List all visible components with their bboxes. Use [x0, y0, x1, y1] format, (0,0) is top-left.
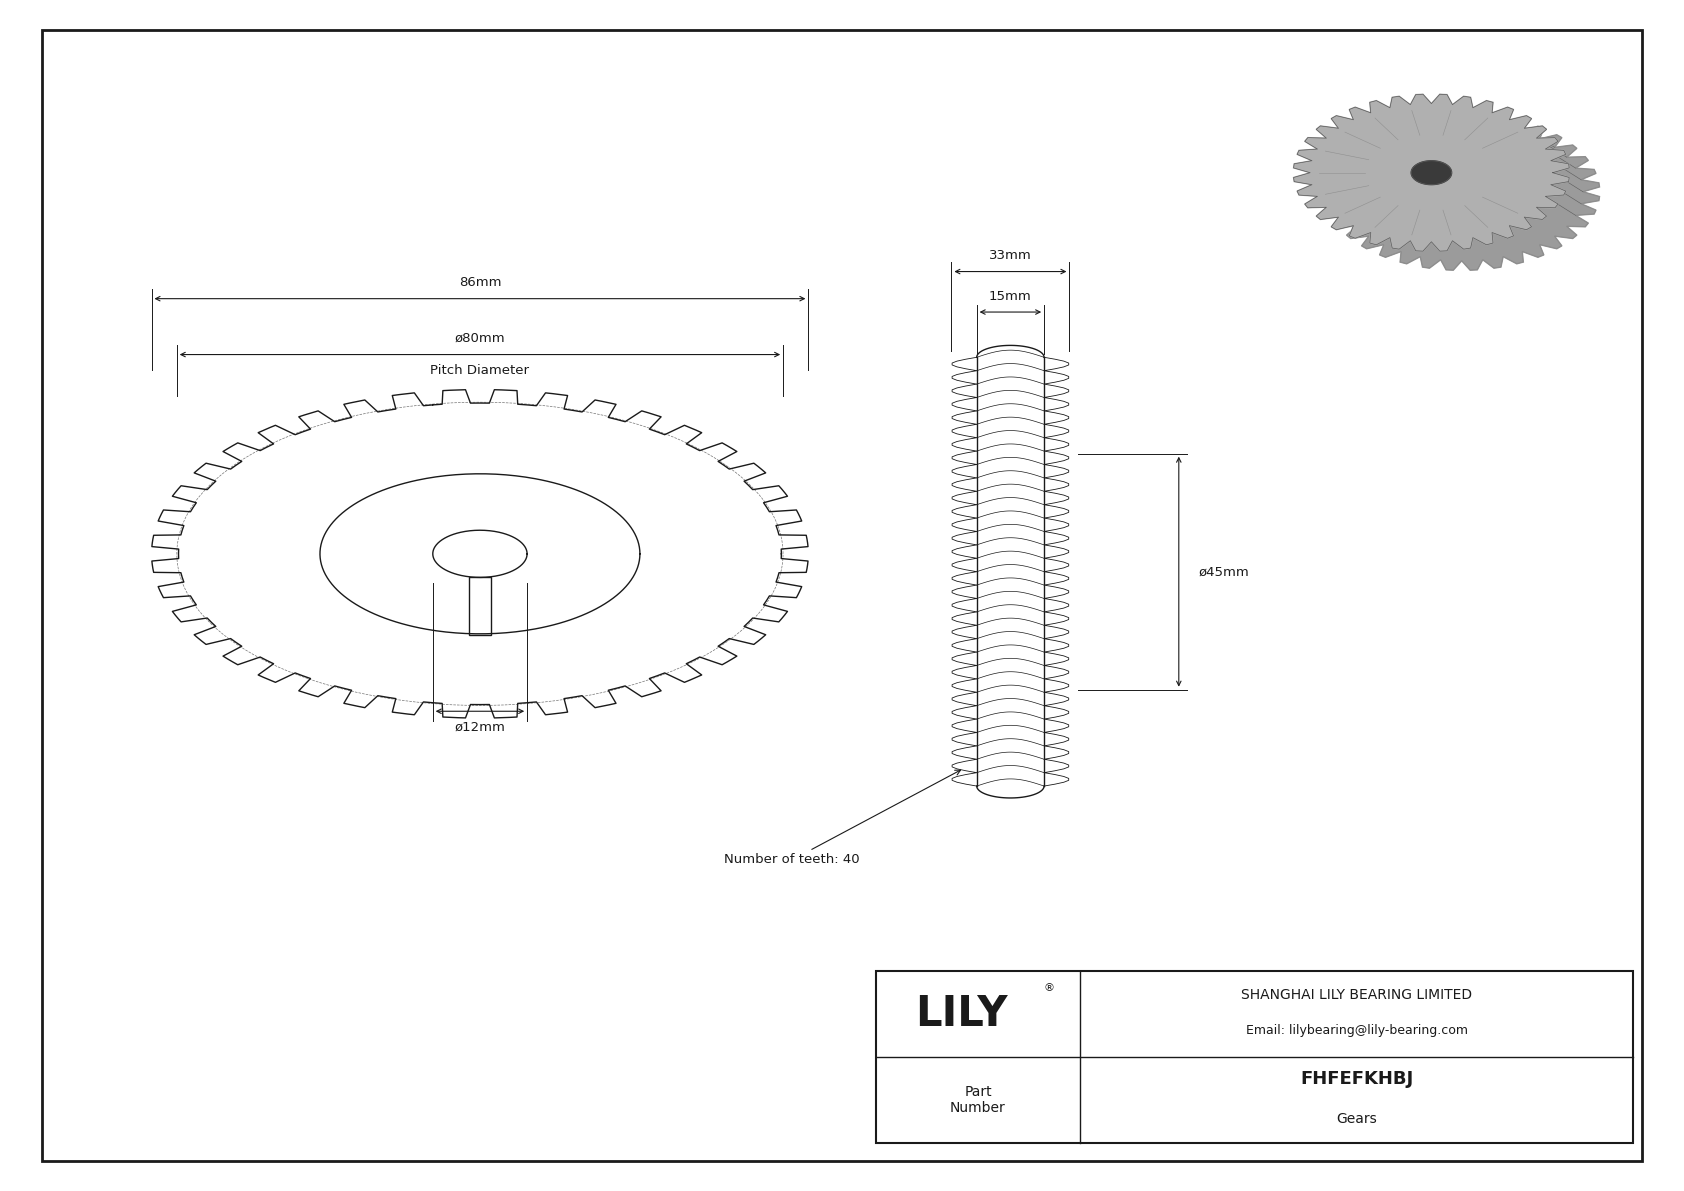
Polygon shape — [1411, 161, 1452, 185]
Text: Pitch Diameter: Pitch Diameter — [431, 364, 529, 378]
Text: Email: lilybearing@lily-bearing.com: Email: lilybearing@lily-bearing.com — [1246, 1024, 1468, 1037]
Text: ø45mm: ø45mm — [1199, 566, 1250, 578]
Text: ø12mm: ø12mm — [455, 721, 505, 734]
Text: LILY: LILY — [914, 993, 1007, 1035]
Polygon shape — [1324, 113, 1600, 270]
Text: FHFEFKHBJ: FHFEFKHBJ — [1300, 1070, 1413, 1087]
Text: SHANGHAI LILY BEARING LIMITED: SHANGHAI LILY BEARING LIMITED — [1241, 987, 1472, 1002]
Bar — [468, 578, 492, 635]
Text: Gears: Gears — [1337, 1112, 1378, 1127]
Polygon shape — [1293, 94, 1569, 251]
Text: 86mm: 86mm — [458, 276, 502, 289]
Bar — [876, 971, 1633, 1143]
Text: Part
Number: Part Number — [950, 1085, 1005, 1115]
Text: Number of teeth: 40: Number of teeth: 40 — [724, 771, 960, 867]
Text: ®: ® — [1042, 983, 1054, 992]
Text: ø80mm: ø80mm — [455, 332, 505, 345]
Text: 33mm: 33mm — [989, 249, 1032, 262]
Text: 15mm: 15mm — [989, 289, 1032, 303]
